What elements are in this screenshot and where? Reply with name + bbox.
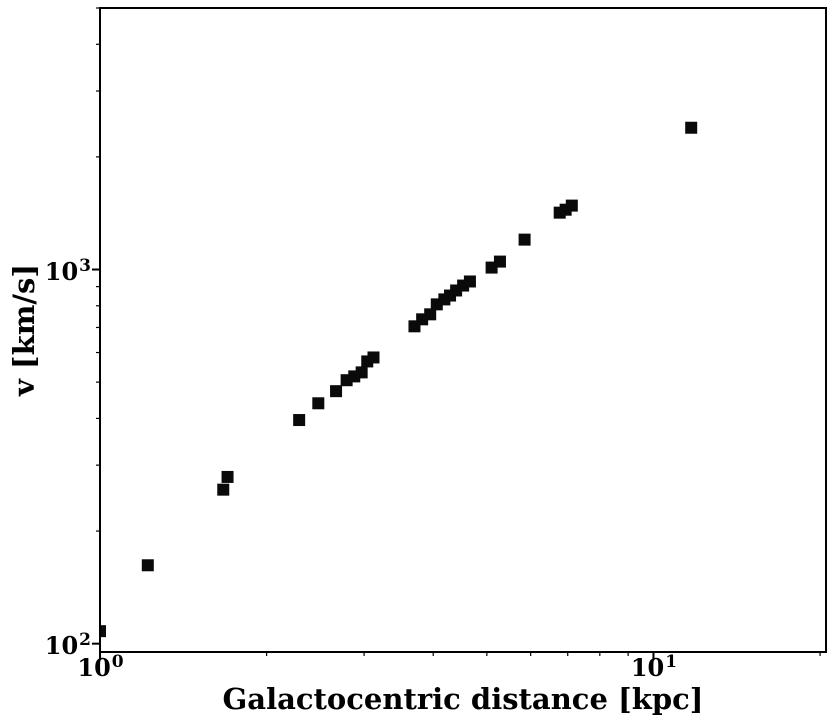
y-tick-label: 103	[44, 255, 91, 286]
data-point	[424, 308, 437, 321]
data-point	[221, 470, 234, 483]
y-axis-label: v [km/s]	[7, 263, 41, 397]
data-point	[100, 625, 106, 638]
y-tick-label: 102	[44, 629, 91, 660]
x-tick-label: 101	[630, 652, 678, 682]
x-axis-label: Galactocentric distance [kpc]	[222, 682, 704, 716]
data-point	[355, 366, 368, 379]
x-tick-label: 100	[77, 652, 124, 682]
data-point	[141, 559, 154, 572]
plot-border	[99, 7, 827, 653]
data-point	[330, 385, 343, 398]
data-point	[367, 351, 380, 364]
data-point	[312, 397, 325, 410]
data-point	[293, 414, 306, 427]
data-point	[493, 255, 506, 268]
data-point	[518, 233, 531, 246]
data-point	[565, 199, 578, 212]
data-point	[685, 121, 698, 134]
data-point	[217, 483, 230, 496]
data-point	[463, 275, 476, 288]
